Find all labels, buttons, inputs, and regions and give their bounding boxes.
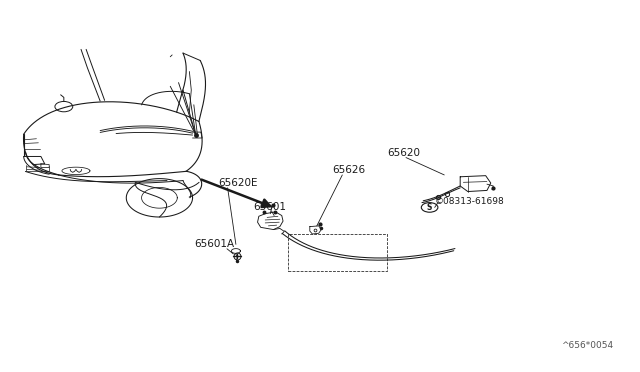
Text: 65620: 65620 (387, 148, 420, 158)
Text: 65601A: 65601A (195, 239, 235, 249)
Text: 65626: 65626 (333, 165, 366, 175)
Text: 65620E: 65620E (218, 178, 257, 188)
Text: ©08313-61698: ©08313-61698 (435, 197, 504, 206)
Text: 65601: 65601 (253, 202, 286, 212)
Text: ^656*0054: ^656*0054 (561, 341, 613, 350)
Text: S: S (427, 203, 432, 212)
